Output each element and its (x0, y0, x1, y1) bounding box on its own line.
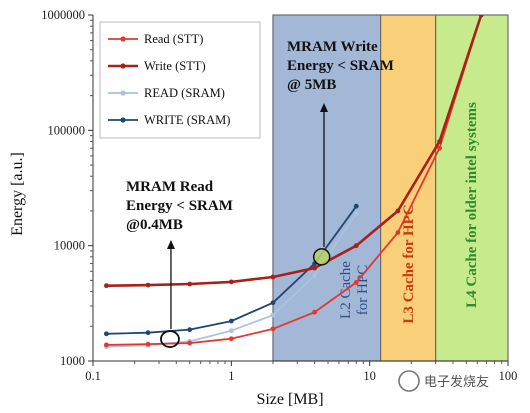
axes: 0.1 1 10 100 1000 10000 100000 1000000 (41, 8, 517, 383)
legend-swatch-marker (120, 63, 126, 69)
region-label-l2: L2 Cachefor HPC (338, 261, 371, 319)
cache-regions: L2 Cachefor HPC L3 Cache for HPC L4 Cache … (272, 14, 509, 362)
data-point-read-stt (187, 340, 193, 346)
region-label-l4: L4 Cache for older intel systems (464, 102, 480, 308)
legend-label: READ (SRAM) (144, 86, 225, 100)
data-point-write-sram (228, 318, 234, 324)
region-label-l3: L3 Cache for HPC (401, 204, 417, 323)
y-axis-title: Energy [a.u.] (9, 152, 26, 236)
data-point-write-stt (104, 283, 109, 289)
legend-label: WRITE (SRAM) (144, 113, 230, 127)
data-point-write-stt (395, 208, 401, 214)
legend-box (99, 21, 261, 139)
data-point-write-sram (104, 331, 109, 337)
watermark-text: 电子发烧友 (424, 374, 489, 389)
region-2 (380, 14, 437, 362)
x-tick-label: 0.1 (85, 369, 101, 383)
legend-label: Read (STT) (144, 32, 203, 46)
y-tick-label: 100000 (48, 123, 86, 137)
annotation-write-arrowhead (320, 103, 328, 112)
data-point-read-stt (228, 336, 234, 342)
data-point-write-stt (478, 15, 484, 18)
data-point-write-stt (270, 274, 276, 280)
annotation-read-text: MRAM Read Energy < SRAM @0.4MB (126, 179, 233, 233)
series-write-stt (104, 15, 484, 289)
annotation-read-arrowhead (166, 240, 175, 249)
data-series (104, 15, 484, 350)
data-point-write-stt (353, 243, 359, 249)
data-point-write-stt (312, 265, 318, 271)
data-point-write-stt (437, 139, 442, 144)
legend-swatch-marker (120, 117, 126, 123)
data-point-read-stt (312, 309, 318, 315)
legend-swatch-marker (120, 36, 126, 42)
data-point-write-stt (187, 281, 193, 287)
x-axis-title: Size [MB] (256, 391, 323, 408)
y-tick-label: 1000 (60, 354, 85, 368)
annotation-write-text: MRAM Write Energy < SRAM @ 5MB (287, 39, 394, 93)
data-point-write-sram (145, 330, 151, 336)
x-tick-label: 100 (499, 369, 518, 383)
data-point-read-sram (353, 211, 359, 216)
data-point-write-sram (353, 203, 359, 209)
x-tick-label: 10 (363, 369, 376, 383)
legend-label: Write (STT) (144, 59, 206, 73)
y-tick-label: 1000000 (41, 8, 85, 22)
data-point-read-sram (270, 312, 276, 318)
data-point-read-sram (228, 328, 234, 334)
data-point-read-stt (104, 342, 109, 348)
series-write-sram (104, 203, 359, 337)
data-point-read-stt (353, 280, 359, 285)
legend-swatch-marker (120, 90, 126, 96)
data-point-read-sram (312, 273, 318, 279)
annotation-write-marker (312, 248, 331, 266)
region-3 (435, 14, 509, 362)
annotations: MRAM Read Energy < SRAM @0.4MB MRAM Write En… (126, 39, 394, 348)
data-point-write-sram (270, 300, 276, 306)
y-tick-label: 10000 (54, 239, 85, 253)
x-tick-label: 1 (228, 369, 234, 383)
data-point-read-stt (437, 145, 442, 151)
watermark-logo (398, 370, 420, 392)
series-line-read-stt (106, 15, 483, 346)
data-point-read-stt (270, 326, 276, 332)
data-point-write-stt (228, 279, 234, 285)
legend: Read (STT) Write (STT) READ (SRAM) WRITE (S… (99, 21, 261, 139)
data-point-write-sram (187, 327, 193, 333)
series-line-write-stt (106, 15, 483, 287)
data-point-read-stt (395, 230, 401, 235)
data-point-read-stt (145, 341, 151, 347)
watermark: 电子发烧友 (398, 370, 489, 392)
annotation-read-marker (160, 330, 180, 348)
data-point-write-stt (145, 282, 151, 288)
